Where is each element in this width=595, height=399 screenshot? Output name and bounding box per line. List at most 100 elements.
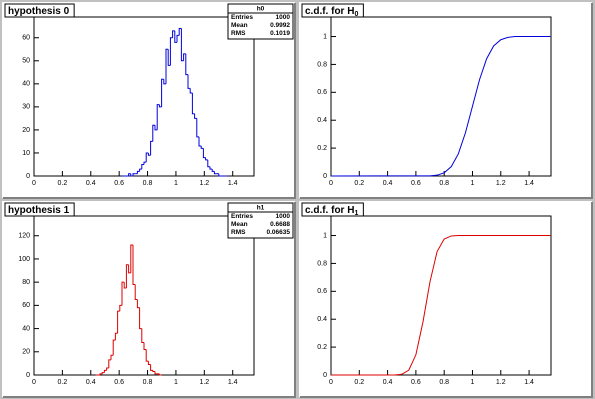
pad-background — [300, 3, 592, 198]
x-tick-label: 1.2 — [199, 180, 209, 187]
histogram-bin — [136, 299, 140, 309]
histogram-bin — [191, 93, 195, 115]
histogram-bin — [180, 28, 184, 62]
x-tick-label: 0.6 — [114, 379, 124, 386]
histogram-bin — [187, 74, 191, 89]
title: c.d.f. for H0 — [305, 6, 358, 18]
stats-label: Mean — [231, 22, 248, 29]
y-tick-label: 20 — [22, 349, 30, 356]
histogram-bin — [198, 136, 202, 147]
y-tick-label: 0.8 — [317, 61, 327, 68]
x-tick-label: 0 — [329, 180, 333, 187]
histogram-bin — [174, 30, 177, 43]
x-tick-label: 0.8 — [143, 180, 153, 187]
stats-value: 1000 — [276, 213, 291, 220]
histogram-bin — [185, 53, 188, 76]
y-tick-label: 30 — [22, 104, 30, 111]
x-tick-label: 0.2 — [58, 379, 68, 386]
histogram-bin — [145, 349, 149, 362]
histogram-bin — [158, 104, 162, 108]
stats-value: 0.9992 — [270, 22, 290, 29]
x-tick-label: 1 — [174, 379, 178, 386]
y-tick-label: 40 — [22, 325, 30, 332]
pad: 0 0.2 0.4 0.6 0.8 1 1.2 1.4 0 20 40 60 80 100 120 hypot… — [2, 201, 296, 398]
x-tick-label: 0 — [329, 379, 333, 386]
stats-name: h0 — [257, 6, 265, 13]
histogram-bin — [209, 166, 213, 170]
x-tick-label: 0.2 — [354, 180, 364, 187]
x-tick-label: 0.4 — [86, 180, 96, 187]
histogram-bin — [128, 173, 131, 176]
y-tick-label: 0.6 — [317, 89, 327, 96]
y-tick-label: 0 — [26, 173, 30, 180]
y-tick-label: 0.4 — [317, 316, 327, 323]
x-tick-label: 0.2 — [354, 379, 364, 386]
x-tick-label: 1.2 — [199, 379, 209, 386]
histogram-bin — [150, 140, 153, 156]
histogram-bin — [108, 359, 111, 369]
histogram-bin — [152, 370, 155, 373]
stats-label: Mean — [231, 221, 248, 228]
histogram-bin — [136, 170, 140, 174]
title: c.d.f. for H1 — [305, 205, 358, 217]
frame — [330, 215, 552, 376]
histogram-bin — [163, 79, 166, 85]
x-tick-label: 0.6 — [114, 180, 124, 187]
y-tick-label: 0 — [323, 372, 327, 379]
histogram-bin — [194, 113, 197, 119]
stats-name: h1 — [257, 205, 265, 212]
y-tick-label: 120 — [18, 233, 30, 240]
pad-bevel-light — [299, 201, 592, 397]
histogram-bin — [130, 244, 133, 273]
histogram-bin — [110, 354, 114, 360]
x-tick-label: 1 — [471, 180, 475, 187]
histogram-bin — [121, 281, 125, 306]
histogram-bin — [196, 118, 199, 138]
x-tick-label: 0.8 — [439, 180, 449, 187]
histogram-bin — [169, 37, 173, 66]
histogram-bin — [114, 332, 118, 341]
y-tick-label: 0.6 — [317, 288, 327, 295]
title-box — [301, 3, 364, 18]
pad: 0 0.2 0.4 0.6 0.8 1 1.2 1.400.20.40.60.81c.d.f.… — [299, 201, 593, 398]
x-tick-label: 0 — [32, 180, 36, 187]
x-tick-label: 1.4 — [228, 180, 238, 187]
histogram-bin — [189, 88, 193, 94]
stats-value: 0.6688 — [270, 221, 290, 228]
stats-label: RMS — [231, 30, 246, 37]
x-tick-label: 1.4 — [228, 379, 238, 386]
y-tick-label: 1 — [323, 232, 327, 239]
pad-bevel-dark — [3, 3, 296, 199]
stats-label: Entries — [231, 14, 253, 21]
y-tick-label: 20 — [22, 127, 30, 134]
histogram-bin — [167, 49, 171, 66]
stats-box — [227, 202, 294, 239]
histogram-bin — [172, 30, 175, 38]
histogram-bin — [143, 342, 147, 350]
y-tick-label: 60 — [22, 302, 30, 309]
title-subscript: 1 — [354, 210, 358, 217]
histogram-bin — [99, 373, 103, 375]
histogram-bin — [119, 304, 122, 312]
pad: 0 0.2 0.4 0.6 0.8 1 1.2 1.4 0 10 20 30 40 50 60 hypothe… — [2, 2, 296, 199]
x-tick-label: 0.6 — [411, 180, 421, 187]
stats-label: Entries — [231, 213, 253, 220]
pad-bevel-light — [299, 2, 592, 198]
title-text: hypothesis 0 — [8, 6, 70, 17]
pad-bevel-light — [2, 2, 295, 198]
x-tick-label: 1.4 — [524, 180, 534, 187]
histogram-bin — [141, 328, 144, 344]
pad-bevel-dark — [300, 3, 593, 199]
histogram-bin — [145, 152, 149, 163]
title-subscript: 0 — [354, 11, 358, 18]
y-tick-label: 80 — [22, 279, 30, 286]
stats-value: 0.06635 — [267, 229, 291, 236]
stats-label: RMS — [231, 229, 246, 236]
x-tick-label: 1 — [174, 180, 178, 187]
histogram-bin — [213, 171, 217, 175]
y-tick-label: 100 — [18, 256, 30, 263]
x-tick-label: 0.8 — [143, 379, 153, 386]
histogram-bin — [143, 161, 147, 165]
pad-bevel-light — [2, 201, 295, 397]
frame — [330, 16, 552, 177]
